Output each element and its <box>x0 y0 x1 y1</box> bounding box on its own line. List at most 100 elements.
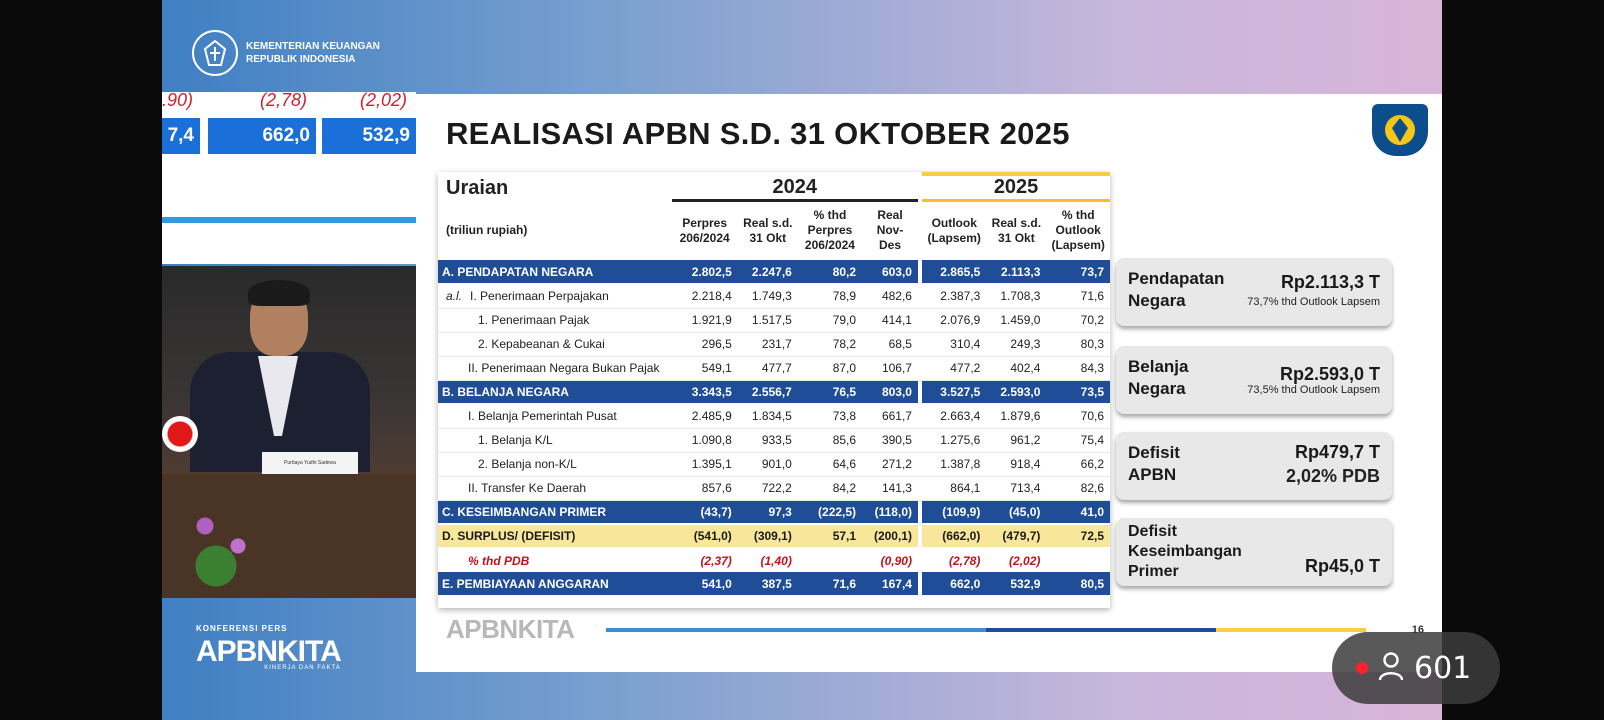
row-label: D. SURPLUS/ (DEFISIT) <box>438 524 672 549</box>
table-cell: 414,1 <box>862 308 918 333</box>
table-cell: 1.921,9 <box>671 308 738 333</box>
table-row: E. PEMBIAYAAN ANGGARAN 541,0 387,5 71,6 167,… <box>438 572 1110 597</box>
ministry-brand: KEMENTERIAN KEUANGAN REPUBLIK INDONESIA <box>192 30 380 76</box>
conference-tagline: KINERJA DAN FAKTA <box>264 665 341 671</box>
table-row: A. PENDAPATAN NEGARA 2.802,5 2.247,6 80,2 60… <box>438 260 1110 285</box>
table-cell: 41,0 <box>1046 500 1110 525</box>
row-label: E. PEMBIAYAAN ANGGARAN <box>438 572 672 597</box>
table-row: D. SURPLUS/ (DEFISIT) (541,0) (309,1) 57,1(… <box>438 524 1110 549</box>
column-header: Real s.d. 31 Okt <box>743 215 793 245</box>
table-cell: (2,78) <box>948 553 981 568</box>
table-cell: (1,40) <box>760 553 792 568</box>
year-2025-header: 2025 <box>922 172 1110 202</box>
table-cell: 231,7 <box>737 332 798 357</box>
table-cell: 961,2 <box>986 428 1047 453</box>
uraian-header: Uraian <box>446 177 509 199</box>
row-label-text: D. SURPLUS/ (DEFISIT) <box>442 529 576 543</box>
table-cell: 2.387,3 <box>922 284 987 309</box>
row-label-text: A. PENDAPATAN NEGARA <box>442 264 594 279</box>
conference-brand: KONFERENSI PERS APBNKITA KINERJA DAN FAK… <box>196 624 342 671</box>
table-cell: 1.708,3 <box>986 284 1047 309</box>
table-cell: 477,2 <box>922 356 987 381</box>
table-cell: 73,7 <box>1046 260 1110 285</box>
table-cell: 2.485,9 <box>671 404 738 429</box>
table-cell: 1.459,0 <box>986 308 1047 333</box>
table-cell: 70,6 <box>1046 404 1110 429</box>
table-cell: 78,9 <box>797 284 863 309</box>
table-cell: 249,3 <box>986 332 1047 357</box>
table-cell: 84,3 <box>1046 356 1110 381</box>
table-cell: 68,5 <box>862 332 918 357</box>
live-viewer-badge: 601 <box>1332 632 1500 704</box>
table-cell: (45,0) <box>986 500 1047 525</box>
table-cell: 76,5 <box>797 380 863 405</box>
summary-card-pendapatan: Pendapatan Negara Rp2.113,3 T 73,7% thd … <box>1116 258 1392 326</box>
table-cell: 310,4 <box>922 332 987 357</box>
conference-label: KONFERENSI PERS <box>196 624 288 633</box>
fragment-bar: 7,4 <box>162 118 200 154</box>
table-cell: 2.865,5 <box>922 260 987 285</box>
fragment-value: (2,78) <box>260 92 308 110</box>
table-cell: 167,4 <box>862 572 918 597</box>
table-cell: 296,5 <box>671 332 738 357</box>
column-header: Real Nov-Des <box>876 208 904 253</box>
table-cell: 73,8 <box>797 404 863 429</box>
table-cell: (309,1) <box>737 524 798 549</box>
table-cell: 2.247,6 <box>737 260 798 285</box>
table-cell: 71,6 <box>1046 284 1110 309</box>
table-row: 2. Kepabeanan & Cukai 296,5 231,7 78,2 68,5 3… <box>438 332 1110 357</box>
footer-line <box>986 628 1216 632</box>
table-cell: (43,7) <box>671 500 738 525</box>
table-cell: 2.593,0 <box>986 380 1047 405</box>
fragment-divider <box>162 217 416 223</box>
table-cell: 57,1 <box>797 524 863 549</box>
table-cell: 541,0 <box>671 572 738 597</box>
table-cell: 70,2 <box>1046 308 1110 333</box>
row-label: B. BELANJA NEGARA <box>438 380 672 405</box>
table-cell: 80,5 <box>1046 572 1110 597</box>
column-header: Outlook (Lapsem) <box>927 215 981 245</box>
table-cell: 1.879,6 <box>986 404 1047 429</box>
ministry-name: KEMENTERIAN KEUANGAN <box>246 41 380 52</box>
row-label-text: % thd PDB <box>468 553 530 568</box>
table-cell: 857,6 <box>671 476 738 501</box>
table-cell: 477,7 <box>737 356 798 381</box>
table-cell: 80,2 <box>797 260 863 285</box>
row-label-text: B. BELANJA NEGARA <box>442 384 569 399</box>
table-cell: 78,2 <box>797 332 863 357</box>
summary-label: Defisit Keseimbangan Primer <box>1128 523 1242 580</box>
table-cell: 71,6 <box>797 572 863 597</box>
summary-sub: 2,02% PDB <box>1285 466 1380 486</box>
nameplate: Purbaya Yudhi Sadewa <box>262 452 358 474</box>
table-row: I. Belanja Pemerintah Pusat 2.485,9 1.834,… <box>438 404 1110 429</box>
table-cell: 803,0 <box>862 380 918 405</box>
person-icon <box>1378 651 1404 686</box>
footer-line <box>606 628 986 632</box>
row-label-text: E. PEMBIAYAAN ANGGARAN <box>442 576 609 591</box>
table-cell: 73,5 <box>1046 380 1110 405</box>
table-cell: 390,5 <box>862 428 918 453</box>
table-cell: 1.749,3 <box>737 284 798 309</box>
table-row: % thd PDB (2,37) (1,40) (0,90) (2,78) (2,02) <box>438 548 1110 572</box>
fragment-value: (2,02) <box>360 92 408 110</box>
row-label: a.l. I. Penerimaan Perpajakan <box>438 284 672 309</box>
summary-label: Belanja Negara <box>1128 357 1189 398</box>
viewer-count: 601 <box>1414 650 1472 686</box>
table-cell: 1.090,8 <box>671 428 738 453</box>
summary-sub: 73,7% thd Outlook Lapsem <box>1247 296 1380 308</box>
table-cell: 2.076,9 <box>922 308 987 333</box>
row-label-text: 2. Belanja non-K/L <box>478 457 577 471</box>
table-cell: (2,37) <box>700 553 732 568</box>
table-row: 1. Penerimaan Pajak 1.921,9 1.517,5 79,0 414… <box>438 308 1110 333</box>
table-cell: 864,1 <box>922 476 987 501</box>
table-cell: 271,2 <box>862 452 918 477</box>
table-cell: 901,0 <box>737 452 798 477</box>
table-cell: (2,02) <box>1009 553 1041 568</box>
speaker-hair <box>248 280 310 306</box>
fragment-bar: 662,0 <box>208 118 316 154</box>
table-cell: 1.517,5 <box>737 308 798 333</box>
summary-card-defisit: Defisit APBN Rp479,7 T 2,02% PDB <box>1116 432 1392 500</box>
table-cell: 141,3 <box>862 476 918 501</box>
row-label: 2. Kepabeanan & Cukai <box>438 332 672 357</box>
